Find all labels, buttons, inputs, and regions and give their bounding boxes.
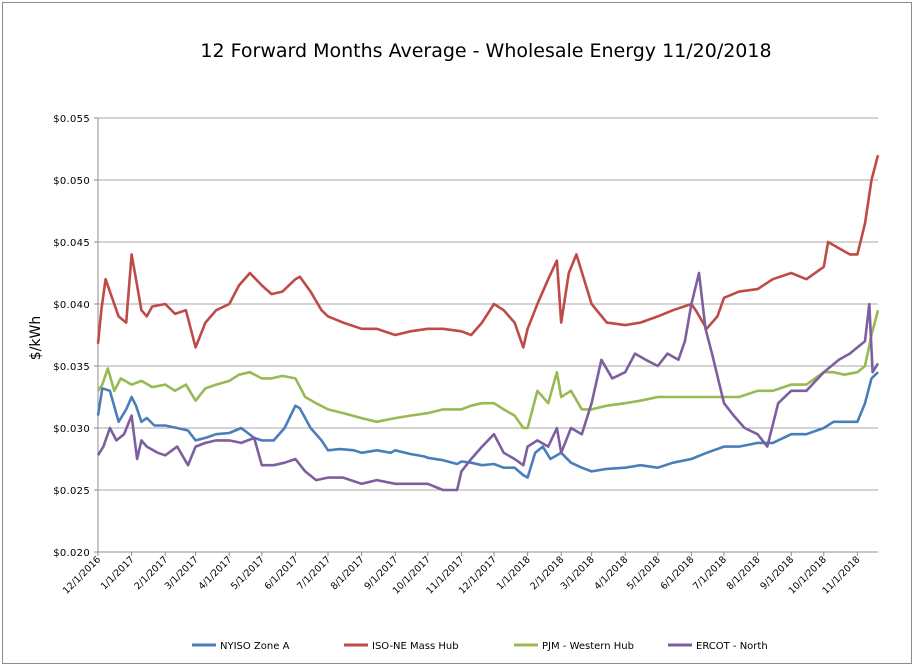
x-tick-label: 12/1/2016	[61, 554, 103, 596]
y-axis-ticks: $0.020 $0.025 $0.030 $0.035 $0.040 $0.045 $0.0…	[53, 114, 90, 559]
series-line-nyiso-zone-a	[96, 371, 879, 479]
y-tick-label: $0.050	[53, 176, 90, 187]
legend-label: NYISO Zone A	[220, 641, 290, 652]
y-tick-label: $0.020	[53, 548, 90, 559]
y-tick-label: $0.035	[53, 362, 90, 373]
series-line-ercot-north	[96, 271, 880, 492]
x-tick-label: 3/1/2018	[559, 554, 597, 592]
legend-label: PJM - Western Hub	[542, 641, 634, 652]
y-tick-label: $0.025	[53, 486, 90, 497]
chart-title: 12 Forward Months Average - Wholesale En…	[200, 40, 771, 62]
series-line-pjm-western-hub	[96, 309, 880, 430]
x-tick-label: 5/1/2018	[625, 554, 663, 592]
x-tick-label: 6/1/2017	[263, 554, 301, 592]
y-axis-label: $/kWh	[28, 316, 44, 360]
y-tick-label: $0.030	[53, 424, 90, 435]
x-tick-label: 4/1/2017	[196, 554, 234, 592]
x-tick-label: 7/1/2018	[691, 554, 729, 592]
x-tick-label: 6/1/2018	[659, 554, 697, 592]
y-tick-label: $0.045	[53, 238, 90, 249]
x-tick-label: 8/1/2017	[329, 554, 367, 592]
gridlines	[98, 117, 878, 491]
x-axis-ticks: 12/1/20161/1/20172/1/20173/1/20174/1/201…	[61, 554, 863, 596]
legend-label: ERCOT - North	[696, 641, 768, 652]
x-tick-label: 5/1/2017	[229, 554, 267, 592]
y-tick-label: $0.055	[53, 114, 90, 125]
x-tick-label: 7/1/2017	[295, 554, 333, 592]
x-tick-label: 4/1/2018	[592, 554, 630, 592]
x-tick-label: 1/1/2017	[99, 554, 137, 592]
x-tick-label: 8/1/2018	[725, 554, 763, 592]
series-line-iso-ne-mass-hub	[96, 154, 880, 349]
legend: NYISO Zone A ISO-NE Mass Hub PJM - Western…	[192, 641, 768, 652]
x-tick-label: 1/1/2018	[495, 554, 533, 592]
y-tick-label: $0.040	[53, 300, 90, 311]
series-lines	[96, 154, 880, 492]
legend-label: ISO-NE Mass Hub	[372, 641, 459, 652]
x-tick-label: 3/1/2017	[163, 554, 201, 592]
